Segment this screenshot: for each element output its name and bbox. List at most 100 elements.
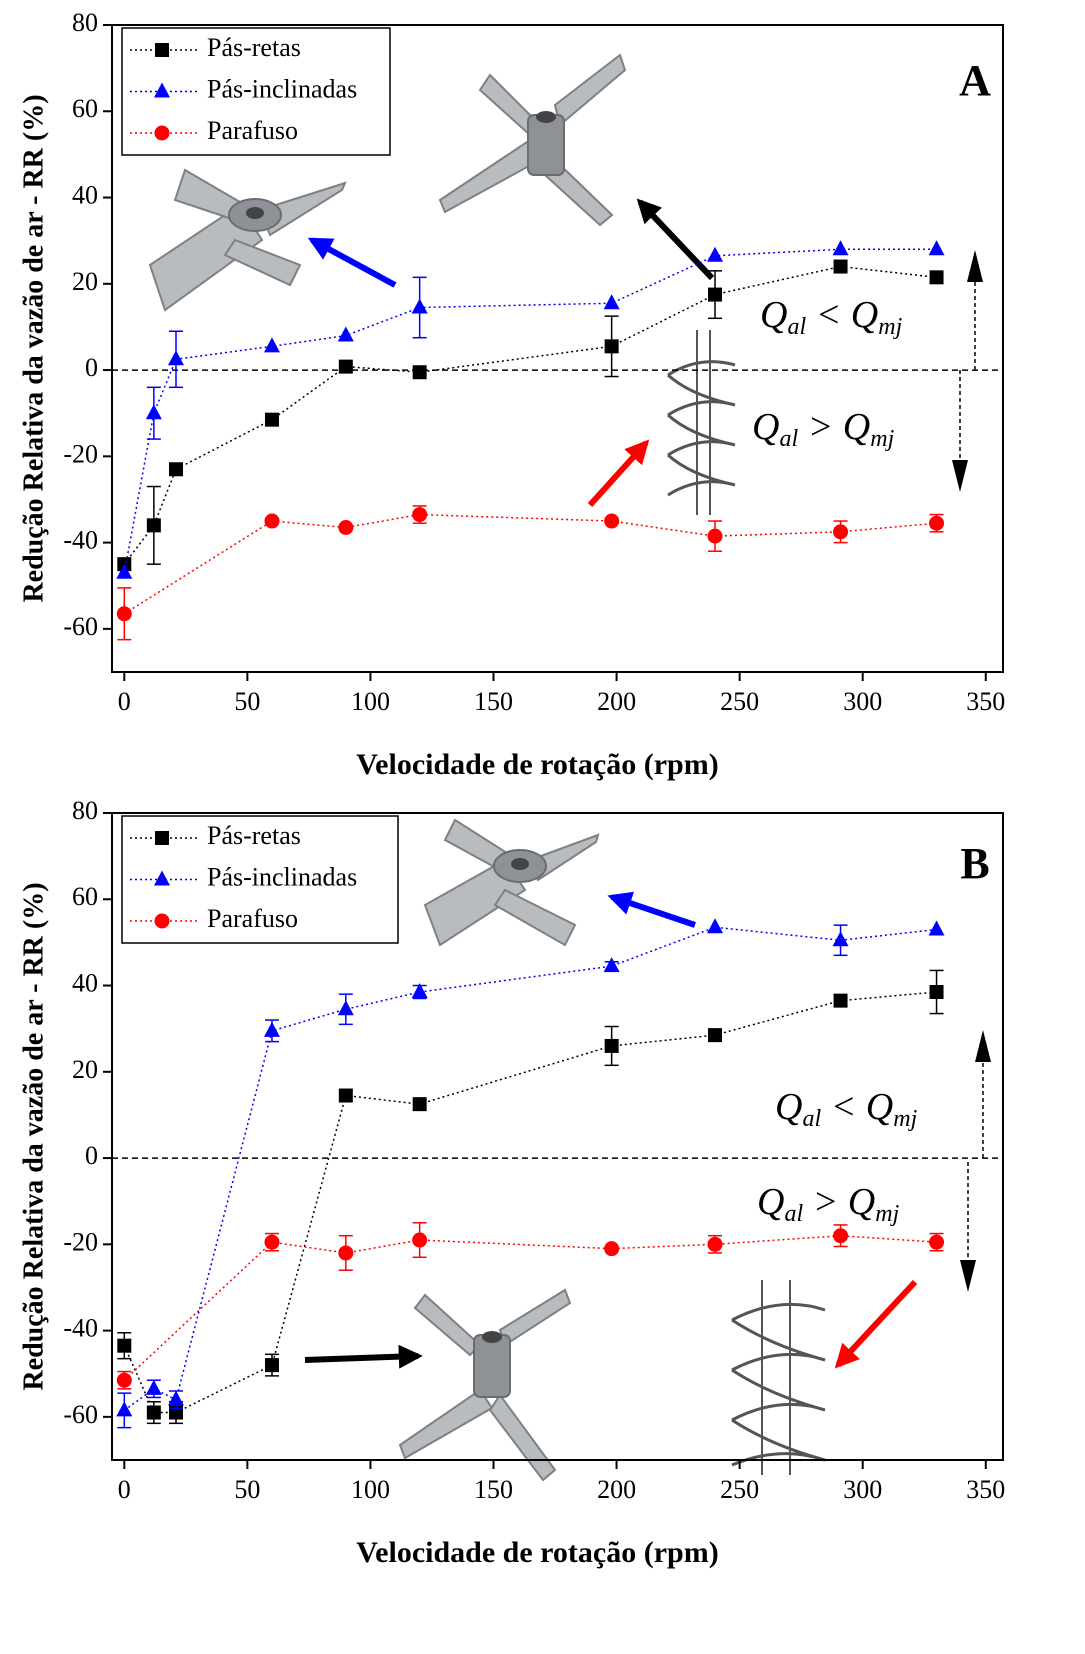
annotation-part: mj <box>875 1201 899 1227</box>
x-tick-label: 250 <box>720 1475 759 1504</box>
straight-impeller-image <box>398 1288 572 1482</box>
marker-triangle <box>832 240 849 256</box>
y-tick-label: -20 <box>63 439 98 468</box>
marker-circle <box>604 1241 620 1257</box>
marker-triangle <box>337 326 354 342</box>
annotation-part: mj <box>878 314 902 340</box>
marker-square <box>117 1338 132 1353</box>
y-axis-title: Redução Relativa da vazão de ar - RR (%) <box>18 882 49 1390</box>
marker-square <box>412 1097 427 1112</box>
marker-square <box>604 339 619 354</box>
dashed-arrow <box>967 1042 984 1278</box>
arrow-head <box>960 1260 976 1292</box>
y-tick-label: 20 <box>72 267 98 296</box>
legend-marker <box>154 125 170 141</box>
marker-triangle <box>337 1000 354 1016</box>
arrow <box>607 891 696 928</box>
marker-triangle <box>116 1401 133 1417</box>
legend-marker <box>155 831 169 845</box>
legend-marker <box>154 870 170 886</box>
annotation-part: mj <box>870 426 894 452</box>
x-tick-label: 150 <box>474 687 513 716</box>
y-tick-label: 20 <box>72 1055 98 1084</box>
legend-label: Pás-retas <box>207 821 301 850</box>
arrow-head <box>952 460 968 492</box>
panel-label: B <box>960 839 989 888</box>
y-tick-label: -40 <box>63 1314 98 1343</box>
marker-square <box>168 462 183 477</box>
x-tick-label: 250 <box>720 687 759 716</box>
x-tick-label: 50 <box>234 687 260 716</box>
x-tick-label: 200 <box>597 687 636 716</box>
annotation: Qal > Qmj <box>757 1181 900 1227</box>
straight-impeller-image <box>438 53 627 227</box>
x-tick-label: 350 <box>966 687 1005 716</box>
marker-triangle <box>263 1021 280 1037</box>
marker-triangle <box>167 350 184 366</box>
screw-impeller-image <box>731 1280 826 1475</box>
x-axis-title: Velocidade de rotação (rpm) <box>356 748 718 781</box>
annotation-part: Q <box>757 1181 784 1223</box>
arrow-head <box>975 1030 991 1062</box>
y-tick-label: 0 <box>85 1141 98 1170</box>
marker-square <box>146 518 161 533</box>
y-tick-label: -40 <box>63 526 98 555</box>
arrow <box>307 237 397 288</box>
marker-square <box>338 359 353 374</box>
marker-square <box>338 1088 353 1103</box>
y-tick-label: 60 <box>72 94 98 123</box>
marker-circle <box>412 507 428 523</box>
marker-triangle <box>707 246 724 262</box>
legend-marker <box>155 43 169 57</box>
annotation-part: al <box>779 426 798 452</box>
series-line <box>123 265 937 565</box>
x-tick-label: 0 <box>118 687 131 716</box>
annotation: Qal < Qmj <box>775 1086 918 1132</box>
series-line <box>123 991 937 1414</box>
series-line <box>123 513 937 615</box>
marker-triangle <box>928 240 945 256</box>
y-tick-label: -60 <box>63 612 98 641</box>
marker-triangle <box>411 983 428 999</box>
x-tick-label: 150 <box>474 1475 513 1504</box>
marker-triangle <box>707 918 724 934</box>
marker-square <box>833 259 848 274</box>
annotation-part: Q <box>851 294 878 336</box>
marker-triangle <box>145 1379 162 1395</box>
series-line <box>123 926 937 1412</box>
y-tick-label: 0 <box>85 353 98 382</box>
marker-circle <box>412 1232 428 1248</box>
marker-circle <box>833 524 849 540</box>
annotation-part: mj <box>893 1106 917 1132</box>
y-tick-label: -60 <box>63 1400 98 1429</box>
dashed-arrow <box>959 262 976 480</box>
marker-circle <box>338 520 354 536</box>
annotation-part: > <box>798 406 843 448</box>
y-tick-label: 80 <box>72 796 98 825</box>
marker-triangle <box>116 563 133 579</box>
marker-circle <box>116 606 132 622</box>
plot-frame <box>111 24 1004 673</box>
y-tick-label: 60 <box>72 882 98 911</box>
series-line <box>123 248 937 573</box>
annotation-part: al <box>784 1201 803 1227</box>
annotation-part: Q <box>866 1086 893 1128</box>
x-tick-label: 300 <box>843 1475 882 1504</box>
annotation-part: al <box>802 1106 821 1132</box>
plot-frame <box>111 812 1004 1461</box>
marker-triangle <box>263 337 280 353</box>
marker-square <box>146 1405 161 1420</box>
marker-circle <box>929 515 945 531</box>
pitched-impeller-image <box>148 168 347 312</box>
y-tick-label: 80 <box>72 8 98 37</box>
marker-circle <box>929 1234 945 1250</box>
legend-marker <box>154 82 170 98</box>
marker-square <box>929 985 944 1000</box>
arrow-head <box>967 250 983 282</box>
x-tick-label: 0 <box>118 1475 131 1504</box>
x-tick-label: 200 <box>597 1475 636 1504</box>
annotation-part: Q <box>752 406 779 448</box>
arrow <box>834 1279 918 1369</box>
marker-square <box>412 365 427 380</box>
